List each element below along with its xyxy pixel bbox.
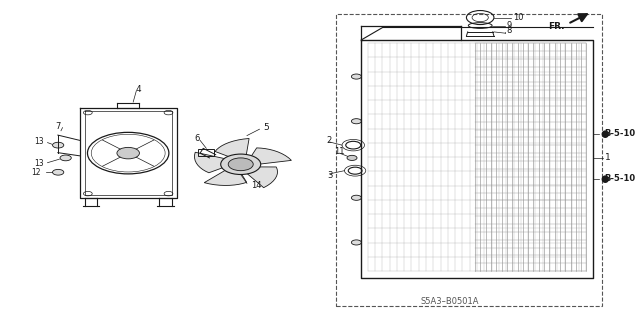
Text: 3: 3 — [327, 171, 332, 180]
Polygon shape — [251, 148, 291, 164]
Text: 12: 12 — [31, 168, 41, 177]
Text: S5A3–B0501A: S5A3–B0501A — [421, 297, 479, 306]
Circle shape — [52, 169, 64, 175]
Circle shape — [60, 155, 71, 161]
Circle shape — [347, 155, 357, 160]
Polygon shape — [195, 152, 227, 173]
Text: ●: ● — [600, 174, 609, 184]
Text: 6: 6 — [195, 134, 200, 143]
Text: 1: 1 — [605, 153, 611, 162]
Polygon shape — [246, 167, 278, 188]
Text: 7: 7 — [56, 122, 61, 130]
Text: 10: 10 — [513, 13, 523, 22]
Circle shape — [351, 74, 362, 79]
Bar — [198, 149, 214, 156]
Text: B-5-10: B-5-10 — [605, 174, 636, 183]
Polygon shape — [215, 138, 249, 157]
Text: B-5-10: B-5-10 — [605, 130, 636, 138]
Text: 13: 13 — [35, 137, 44, 146]
Circle shape — [228, 158, 253, 171]
Text: FR.: FR. — [548, 22, 564, 31]
Text: 4: 4 — [136, 85, 141, 94]
Circle shape — [117, 147, 140, 159]
Text: 13: 13 — [35, 159, 44, 168]
Circle shape — [351, 195, 362, 200]
Text: 11: 11 — [334, 147, 345, 156]
Bar — [337, 14, 602, 306]
Polygon shape — [204, 169, 246, 185]
Circle shape — [221, 154, 260, 174]
Text: ●: ● — [600, 129, 609, 139]
Text: 8: 8 — [506, 26, 512, 35]
Text: 2: 2 — [327, 136, 332, 145]
Text: 14: 14 — [251, 181, 262, 189]
Circle shape — [52, 142, 64, 148]
Circle shape — [351, 240, 362, 245]
Text: 9: 9 — [506, 21, 512, 30]
Circle shape — [351, 119, 362, 124]
Text: 5: 5 — [263, 123, 269, 132]
